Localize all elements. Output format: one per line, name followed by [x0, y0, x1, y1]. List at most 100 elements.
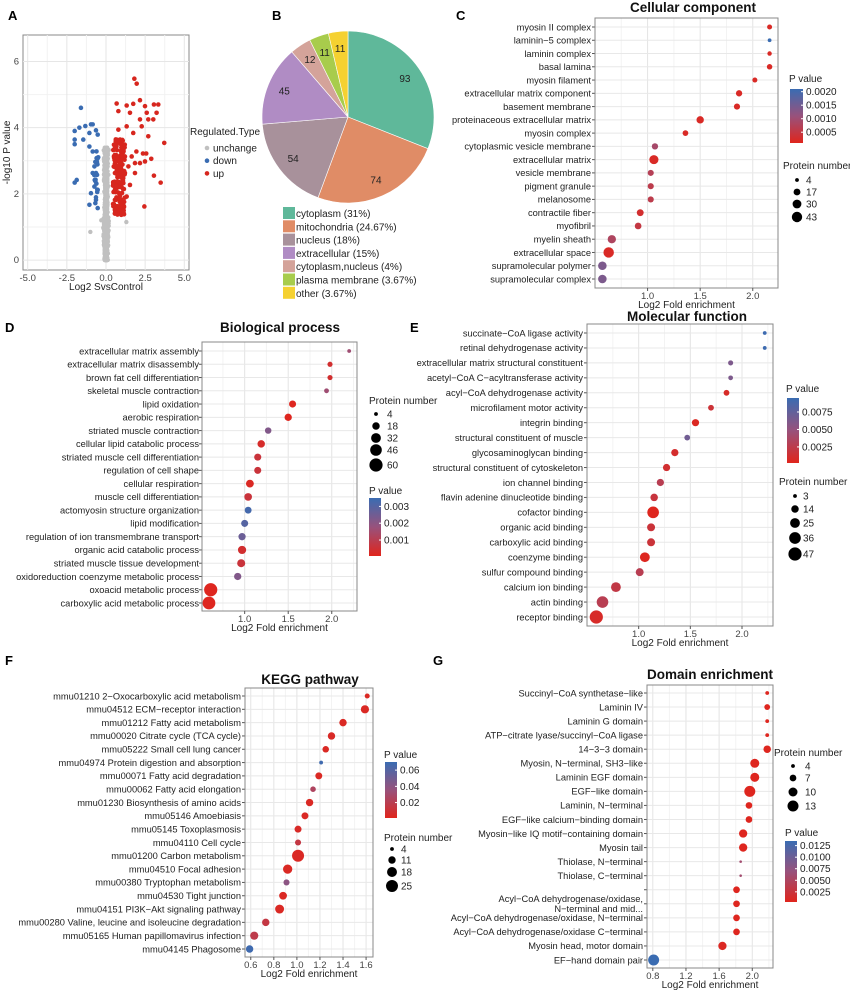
point-up [118, 200, 124, 206]
data-point [607, 235, 616, 244]
term-label: mmu04974 Protein digestion and absorptio… [59, 758, 241, 768]
term-label: coenzyme binding [508, 553, 583, 563]
term-label: vesicle membrane [516, 168, 591, 178]
data-point [671, 448, 679, 457]
bubble-chart-biological-process: extracellular matrix assembly extracellul… [16, 320, 438, 634]
data-point [245, 945, 254, 953]
point-down [83, 123, 88, 129]
size-legend-icon [387, 867, 397, 877]
colorbar-tick-label: 0.0100 [800, 853, 831, 864]
point-up [132, 76, 137, 81]
size-legend-icon [787, 800, 799, 812]
x-tick-label: 1.2 [679, 971, 692, 982]
term-label: basal lamina [539, 62, 592, 72]
point-up [110, 147, 116, 153]
size-legend-icon [788, 787, 798, 797]
data-point [733, 914, 740, 922]
p-value-colorbar [787, 398, 799, 463]
data-point [315, 772, 323, 780]
term-label: basement membrane [503, 102, 591, 112]
x-axis-label: Log2 SvsControl [69, 282, 143, 293]
data-point [708, 404, 714, 411]
colorbar-tick-label: 0.0020 [806, 87, 837, 98]
data-point [764, 704, 771, 710]
term-label: carboxylic acid metabolic process [61, 598, 200, 608]
point-up [116, 108, 121, 114]
data-point [292, 849, 305, 862]
data-point [744, 785, 756, 797]
data-point [238, 533, 246, 541]
size-legend-title: Protein number [369, 396, 438, 407]
size-legend-icon [793, 494, 797, 498]
term-label: Acyl−CoA dehydrogenase/oxidase, N−termin… [451, 913, 643, 923]
volcano-plot: -5.0 -2.5 0.0 2.5 5.0 0 2 4 6 Log2 SvsControl -log… [2, 34, 260, 293]
point-down [78, 105, 84, 111]
x-tick-label: 2.0 [746, 291, 759, 302]
data-point [295, 839, 302, 846]
point-up [121, 186, 127, 192]
point-up [115, 163, 120, 169]
point-unchange [101, 156, 107, 162]
legend-swatch [283, 246, 295, 259]
term-label-line: Acyl−CoA dehydrogenase/oxidase, [499, 894, 643, 904]
term-label: brown fat cell differentiation [86, 373, 199, 383]
data-point [245, 479, 254, 488]
p-value-legend-title: P value [786, 384, 820, 395]
point-up [115, 179, 120, 184]
point-up [148, 156, 154, 162]
size-legend-label: 11 [401, 856, 412, 867]
point-unchange [103, 203, 109, 209]
term-label: structural constituent of cytoskeleton [433, 463, 583, 473]
size-legend-label: 46 [387, 446, 399, 457]
data-point [739, 843, 748, 852]
x-tick-label: 1.5 [684, 629, 697, 640]
data-point [649, 155, 659, 165]
term-label: mmu04110 Cell cycle [153, 838, 241, 848]
term-label: Myosin tail [599, 843, 643, 853]
point-up [132, 160, 138, 166]
point-down [90, 149, 95, 154]
point-up [118, 161, 124, 166]
term-label: Acyl−CoA dehydrogenase/oxidase C−termina… [453, 927, 643, 937]
term-label: mmu01212 Fatty acid metabolism [101, 718, 241, 728]
p-value-legend-title: P value [369, 486, 403, 497]
p-value-colorbar [369, 498, 381, 556]
term-label: EGF−like calcium−binding domain [502, 815, 643, 825]
data-point [283, 864, 293, 874]
data-point [294, 825, 302, 833]
point-up [158, 180, 163, 185]
size-legend-icon [789, 532, 801, 544]
size-legend-icon [793, 188, 801, 196]
term-label: integrin binding [520, 418, 583, 428]
term-label: mmu00020 Citrate cycle (TCA cycle) [90, 731, 241, 741]
point-up [114, 184, 119, 189]
point-up [129, 154, 134, 159]
pie-slice-value: 54 [288, 154, 300, 165]
data-point [733, 886, 740, 894]
term-label: ion channel binding [503, 478, 583, 488]
data-point [739, 829, 748, 838]
legend-label: plasma membrane (3.67%) [296, 276, 417, 287]
point-down [72, 137, 77, 142]
colorbar-tick-label: 0.04 [400, 782, 420, 793]
term-label: mmu05145 Toxoplasmosis [131, 824, 241, 834]
point-up [114, 101, 119, 106]
data-point [322, 745, 329, 753]
term-label: mmu00380 Tryptophan metabolism [95, 878, 241, 888]
x-tick-label: -2.5 [59, 273, 75, 284]
bubble-chart-domain-enrichment: Succinyl−CoA synthetase−like Laminin IV La… [451, 667, 843, 991]
term-label: melanosome [538, 195, 591, 205]
x-tick-label: 1.2 [313, 960, 326, 971]
point-up [121, 147, 126, 153]
legend-label: mitochondria (24.67%) [296, 222, 397, 233]
point-down [93, 178, 98, 184]
term-label: sulfur compound binding [482, 567, 583, 577]
data-point [202, 596, 216, 610]
size-legend-icon [791, 764, 795, 768]
legend-unchange-label: unchange [213, 144, 257, 155]
point-up [140, 151, 146, 156]
term-label: 14−3−3 domain [578, 745, 643, 755]
size-legend-label: 17 [806, 188, 818, 199]
legend-label: nucleus (18%) [296, 236, 360, 247]
